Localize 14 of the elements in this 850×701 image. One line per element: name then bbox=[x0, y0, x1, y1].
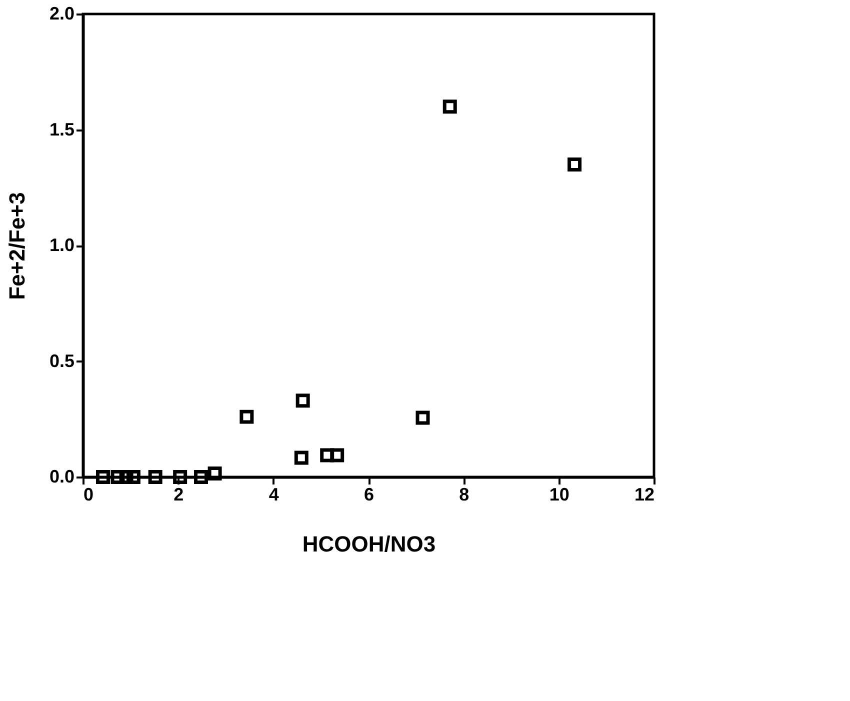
x-tick-label: 6 bbox=[364, 484, 374, 504]
y-axis-title: Fe+2/Fe+3 bbox=[4, 192, 30, 300]
y-tick-label: 0.0 bbox=[49, 466, 74, 486]
y-tick-label: 2.0 bbox=[49, 4, 74, 24]
x-tick-label: 0 bbox=[84, 484, 94, 504]
y-tick-label: 1.5 bbox=[49, 119, 74, 140]
x-tick-label: 2 bbox=[174, 484, 184, 504]
x-axis-title: HCOOH/NO3 bbox=[302, 532, 436, 556]
y-tick-label: 0.5 bbox=[49, 350, 74, 371]
x-tick-label: 4 bbox=[268, 484, 279, 504]
x-tick-label: 10 bbox=[549, 484, 570, 504]
x-tick-label: 12 bbox=[634, 484, 654, 504]
x-tick-label: 8 bbox=[459, 484, 470, 504]
y-tick-label: 1.0 bbox=[49, 235, 74, 255]
